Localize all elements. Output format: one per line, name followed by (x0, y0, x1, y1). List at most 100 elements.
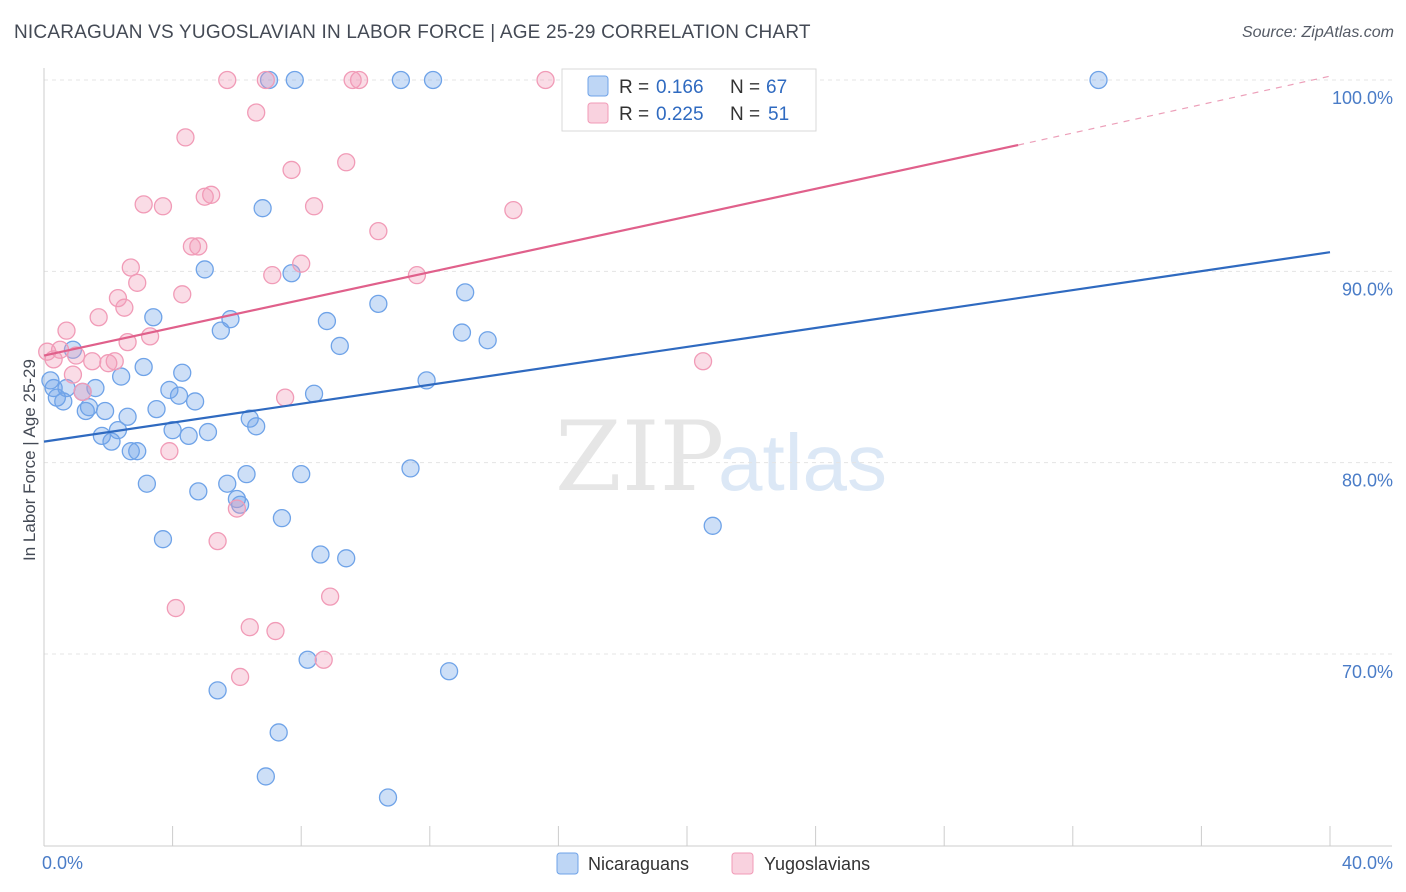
y-axis-label: In Labor Force | Age 25-29 (20, 359, 39, 561)
series-legend: Nicaraguans Yugoslavians (556, 852, 870, 875)
data-point (173, 363, 192, 382)
data-point (115, 298, 134, 317)
data-point (256, 70, 275, 90)
stats-legend: R = 0.166 N = 67 R = 0.225 N = 51 (561, 68, 817, 132)
data-point (198, 422, 218, 442)
data-point (292, 464, 311, 484)
chart-title: NICARAGUAN VS YUGOSLAVIAN IN LABOR FORCE… (14, 22, 811, 43)
data-point (320, 587, 340, 606)
data-point (247, 103, 266, 122)
data-point (44, 378, 63, 398)
data-point (182, 237, 202, 256)
data-point (439, 662, 459, 681)
data-point (266, 621, 285, 641)
series-nicaraguans (41, 70, 1108, 807)
data-point (298, 650, 317, 669)
x-tick-label-min: 0.0% (42, 853, 83, 873)
data-point (349, 70, 369, 90)
data-point (153, 197, 173, 216)
data-point (102, 432, 121, 451)
data-point (57, 321, 76, 340)
data-point (337, 549, 356, 568)
data-point (272, 509, 292, 528)
data-point (247, 417, 266, 436)
data-point (504, 200, 523, 220)
legend-r-label-nicaraguans: R = (619, 77, 649, 98)
data-point (314, 650, 333, 669)
data-point (105, 352, 124, 371)
data-point (118, 407, 137, 426)
data-point (391, 70, 411, 90)
data-point (369, 222, 388, 241)
data-point (275, 388, 295, 407)
data-point (137, 474, 157, 493)
y-tick-label: 90.0% (1342, 279, 1393, 299)
source-label: Source: ZipAtlas.com (1241, 24, 1394, 41)
y-tick-label: 70.0% (1342, 662, 1393, 682)
data-point (227, 489, 247, 509)
data-point (292, 254, 311, 273)
data-point (536, 70, 555, 90)
legend-n-value-nicaraguans: 67 (766, 77, 787, 98)
data-point (378, 788, 398, 807)
trend-line-nicaraguans (43, 251, 1331, 443)
data-point (134, 195, 153, 214)
data-point (208, 531, 227, 551)
data-point (173, 285, 192, 304)
legend-n-label-yugoslavians: N = (730, 104, 760, 125)
x-tick-label-max: 40.0% (1342, 853, 1393, 873)
bottom-legend-swatch-nicaraguans (556, 852, 579, 875)
bottom-legend-swatch-yugoslavians (731, 852, 754, 875)
data-point (83, 352, 102, 371)
data-point (423, 70, 443, 90)
data-point (166, 598, 185, 618)
legend-swatch-nicaraguans (587, 75, 609, 97)
data-point (269, 723, 288, 742)
data-point (147, 399, 166, 419)
data-point (79, 398, 99, 417)
data-point (189, 237, 208, 256)
data-point (285, 70, 304, 90)
legend-n-value-yugoslavians: 51 (768, 104, 789, 125)
data-point (452, 323, 472, 342)
data-point (282, 160, 301, 180)
trend-lines (43, 75, 1331, 443)
data-point (54, 392, 73, 411)
data-point (121, 442, 140, 461)
gridlines (44, 79, 1392, 655)
data-point (478, 331, 497, 350)
data-point (195, 187, 214, 206)
x-axis-ticks (172, 826, 1331, 846)
data-point (330, 336, 349, 356)
data-point (703, 516, 722, 535)
data-point (176, 128, 195, 147)
data-point (401, 459, 420, 478)
data-point (160, 380, 179, 400)
data-point (67, 346, 86, 365)
data-point (693, 352, 713, 371)
data-point (282, 264, 301, 283)
series-yugoslavians (38, 70, 809, 687)
data-point (456, 283, 475, 302)
data-point (128, 442, 147, 461)
data-point (208, 681, 227, 700)
data-point (99, 354, 118, 373)
bottom-legend-label-yugoslavians: Yugoslavians (764, 854, 870, 874)
data-point (304, 197, 324, 216)
data-point (218, 70, 237, 90)
data-point (230, 667, 250, 687)
bottom-legend-label-nicaraguans: Nicaraguans (588, 854, 689, 874)
data-point (317, 311, 337, 331)
data-point (263, 266, 282, 285)
data-point (179, 426, 198, 446)
legend-n-label-nicaraguans: N = (730, 77, 760, 98)
data-point (311, 545, 330, 564)
legend-r-value-nicaraguans: 0.166 (656, 77, 704, 98)
data-point (218, 474, 237, 493)
data-point (134, 357, 153, 377)
data-point (369, 294, 388, 314)
data-point (112, 367, 131, 386)
data-point (73, 382, 92, 402)
watermark-atlas: atlas (718, 418, 887, 507)
data-point (189, 482, 208, 501)
